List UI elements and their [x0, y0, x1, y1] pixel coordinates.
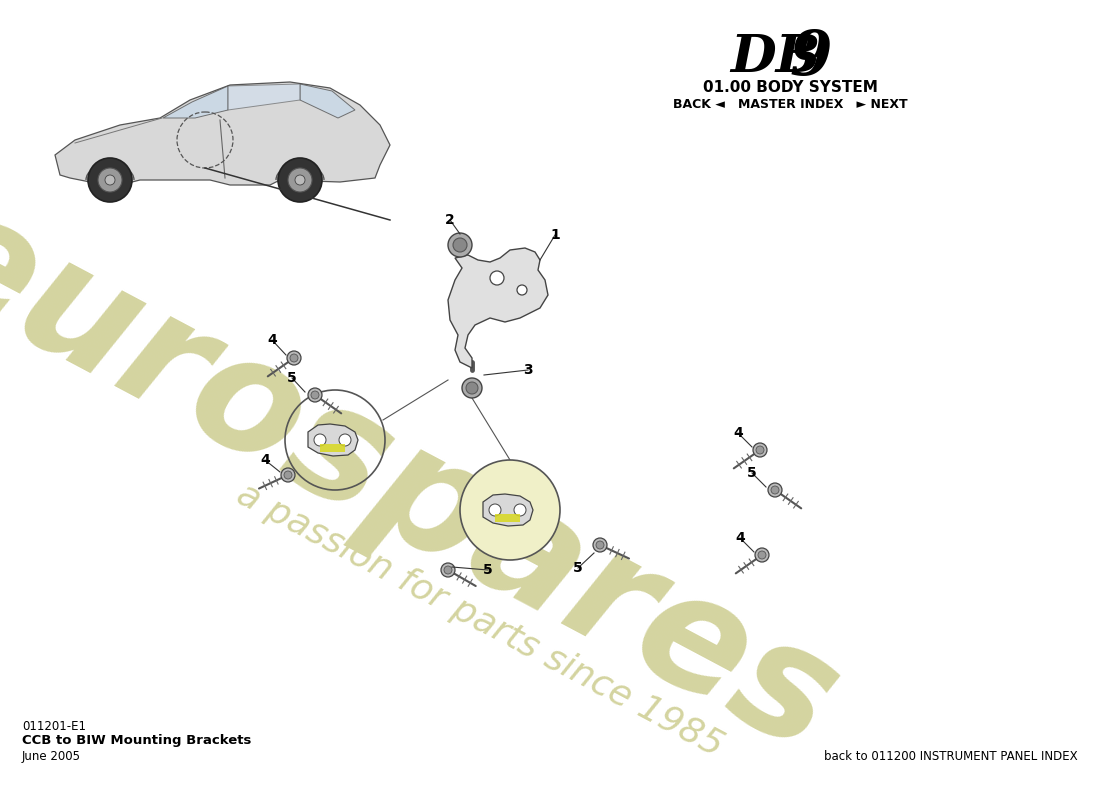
- Circle shape: [314, 434, 326, 446]
- Circle shape: [460, 460, 560, 560]
- Text: back to 011200 INSTRUMENT PANEL INDEX: back to 011200 INSTRUMENT PANEL INDEX: [824, 750, 1078, 763]
- Circle shape: [288, 168, 312, 192]
- Polygon shape: [308, 424, 358, 456]
- Polygon shape: [55, 82, 390, 185]
- Circle shape: [593, 538, 607, 552]
- Polygon shape: [448, 248, 548, 368]
- Circle shape: [104, 175, 116, 185]
- Text: 4: 4: [733, 426, 742, 440]
- Circle shape: [278, 158, 322, 202]
- Text: 4: 4: [735, 531, 745, 545]
- Circle shape: [448, 233, 472, 257]
- Circle shape: [441, 563, 455, 577]
- Text: 5: 5: [747, 466, 757, 480]
- Text: CCB to BIW Mounting Brackets: CCB to BIW Mounting Brackets: [22, 734, 252, 747]
- Text: eurospares: eurospares: [0, 174, 862, 786]
- Circle shape: [287, 351, 301, 365]
- Circle shape: [771, 486, 779, 494]
- Text: 5: 5: [573, 561, 583, 575]
- Circle shape: [754, 443, 767, 457]
- Polygon shape: [495, 514, 520, 522]
- Circle shape: [462, 378, 482, 398]
- Circle shape: [339, 434, 351, 446]
- Text: 1: 1: [550, 228, 560, 242]
- Polygon shape: [483, 494, 534, 526]
- Text: a passion for parts since 1985: a passion for parts since 1985: [231, 477, 729, 763]
- Text: DB: DB: [730, 32, 821, 83]
- Circle shape: [290, 354, 298, 362]
- Circle shape: [308, 388, 322, 402]
- Text: BACK ◄   MASTER INDEX   ► NEXT: BACK ◄ MASTER INDEX ► NEXT: [673, 98, 907, 111]
- Text: 5: 5: [287, 371, 297, 385]
- Polygon shape: [163, 86, 228, 118]
- Text: 3: 3: [524, 363, 532, 377]
- Text: 9: 9: [790, 28, 833, 88]
- Circle shape: [768, 483, 782, 497]
- Text: 4: 4: [260, 453, 270, 467]
- Circle shape: [596, 541, 604, 549]
- Circle shape: [280, 468, 295, 482]
- Text: June 2005: June 2005: [22, 750, 81, 763]
- Circle shape: [517, 285, 527, 295]
- Circle shape: [466, 382, 478, 394]
- Circle shape: [490, 271, 504, 285]
- Circle shape: [88, 158, 132, 202]
- Polygon shape: [228, 84, 300, 110]
- Circle shape: [98, 168, 122, 192]
- Circle shape: [756, 446, 764, 454]
- Circle shape: [311, 391, 319, 399]
- Text: 4: 4: [267, 333, 277, 347]
- Circle shape: [444, 566, 452, 574]
- Polygon shape: [320, 444, 345, 452]
- Polygon shape: [300, 84, 355, 118]
- Circle shape: [284, 471, 292, 479]
- Text: 5: 5: [483, 563, 493, 577]
- Circle shape: [295, 175, 305, 185]
- Circle shape: [758, 551, 766, 559]
- Text: 01.00 BODY SYSTEM: 01.00 BODY SYSTEM: [703, 80, 878, 95]
- Text: 2: 2: [446, 213, 455, 227]
- Circle shape: [755, 548, 769, 562]
- Circle shape: [490, 504, 500, 516]
- Text: 011201-E1: 011201-E1: [22, 720, 86, 733]
- Circle shape: [453, 238, 468, 252]
- Circle shape: [514, 504, 526, 516]
